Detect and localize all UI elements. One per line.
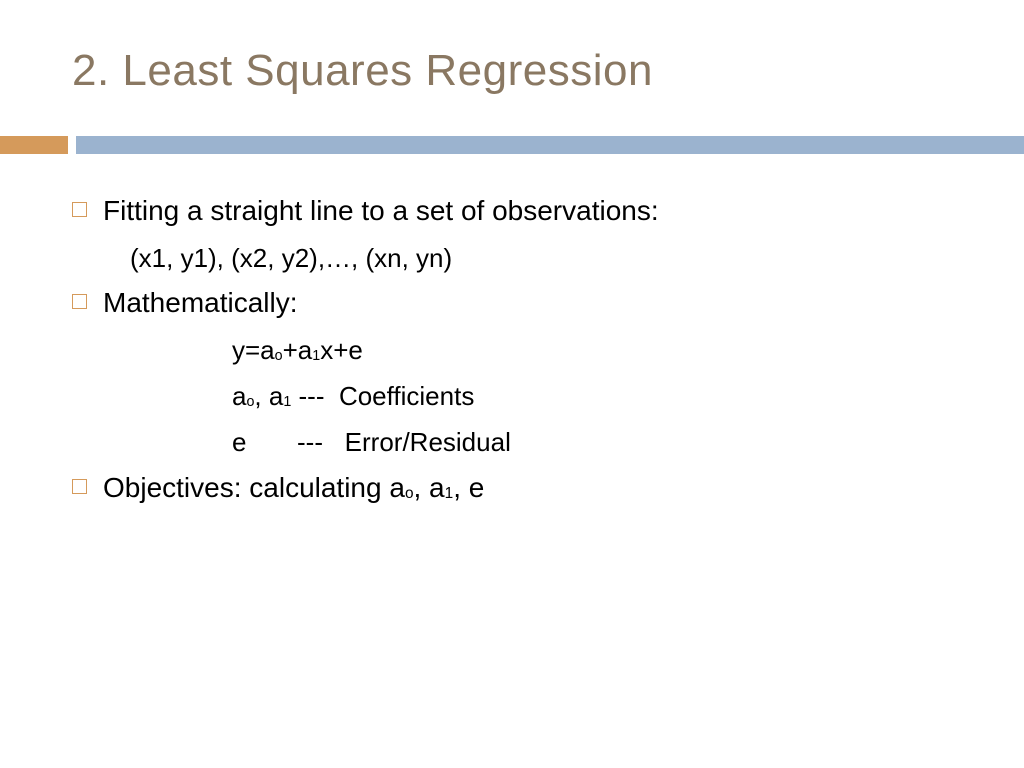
bullet-marker	[72, 294, 87, 309]
bullet-item: Fitting a straight line to a set of obse…	[72, 192, 952, 230]
bullet-text: Objectives: calculating ao, a1, e	[103, 469, 484, 507]
divider	[0, 136, 1024, 154]
bullet-marker	[72, 479, 87, 494]
bullet-text: Fitting a straight line to a set of obse…	[103, 192, 659, 230]
bullet-text: Mathematically:	[103, 284, 298, 322]
slide: 2. Least Squares Regression Fitting a st…	[0, 0, 1024, 768]
divider-gap	[68, 136, 76, 154]
sub-text: (x1, y1), (x2, y2),…, (xn, yn)	[130, 238, 952, 278]
divider-main	[76, 136, 1024, 154]
sub-text: y=ao+a1x+e	[232, 330, 952, 370]
bullet-marker	[72, 202, 87, 217]
sub-text: ao, a1 --- Coefficients	[232, 376, 952, 416]
bullet-item: Mathematically:	[72, 284, 952, 322]
bullet-item: Objectives: calculating ao, a1, e	[72, 469, 952, 507]
divider-accent	[0, 136, 68, 154]
sub-text: e --- Error/Residual	[232, 422, 952, 462]
slide-title: 2. Least Squares Regression	[72, 46, 653, 96]
slide-content: Fitting a straight line to a set of obse…	[72, 192, 952, 515]
